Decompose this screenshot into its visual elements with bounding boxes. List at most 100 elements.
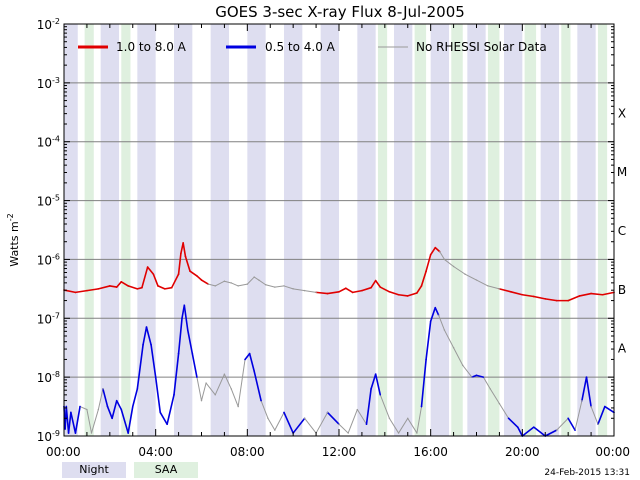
data-point: [120, 408, 122, 411]
series-segment-no-rhessi: [230, 282, 239, 287]
night-band: [394, 24, 413, 436]
series-segment-no-rhessi: [398, 417, 409, 434]
series-segment-no-rhessi: [443, 258, 455, 267]
data-point: [157, 285, 159, 287]
series-segment: [567, 417, 576, 431]
series-segment: [283, 411, 294, 434]
series-segment-no-rhessi: [223, 373, 232, 390]
series-segment-no-rhessi: [347, 409, 358, 434]
series-segment-no-rhessi: [407, 417, 418, 434]
series-segment: [115, 399, 123, 411]
series-segment: [510, 290, 524, 296]
series-segment-no-rhessi: [201, 382, 207, 402]
tick-layer: 10-9 10-8 10-7 10-6 10-5 10-4 10-3 10-2 00:00 04:…: [37, 17, 630, 459]
series-segment-no-rhessi: [439, 251, 445, 260]
series-segment-no-rhessi: [315, 411, 329, 434]
series-segment-no-rhessi: [416, 406, 422, 434]
data-point: [397, 294, 400, 296]
series-segment-no-rhessi: [237, 358, 246, 408]
y-tick-label: 10-5: [37, 194, 60, 209]
series-segment: [115, 280, 123, 288]
x-tick-label: 16:00: [413, 445, 448, 459]
data-point: [127, 285, 129, 287]
data-point: [443, 258, 446, 261]
saa-band: [451, 24, 463, 436]
data-point: [370, 286, 372, 289]
data-point: [434, 246, 436, 249]
data-point: [283, 285, 285, 287]
series-segment-no-rhessi: [356, 409, 367, 425]
series-segment: [498, 288, 512, 293]
data-point: [180, 252, 182, 255]
series-segment-no-rhessi: [489, 388, 500, 405]
data-point: [154, 376, 157, 378]
data-point: [420, 285, 423, 287]
series-segment: [74, 289, 88, 294]
data-point: [292, 288, 294, 290]
flare-class-label: C: [618, 224, 626, 238]
series-segment: [532, 426, 547, 437]
y-tick-label: 10-9: [37, 429, 60, 444]
series-segment: [544, 429, 558, 437]
series-segment: [152, 273, 159, 287]
series-segment: [425, 320, 432, 361]
data-point: [338, 423, 340, 425]
flare-class-label: A: [618, 342, 627, 356]
data-point: [258, 279, 260, 281]
data-point: [590, 405, 592, 408]
series-segment: [590, 292, 604, 296]
data-point: [184, 255, 187, 258]
series-segment: [581, 376, 588, 402]
data-point: [425, 270, 427, 272]
data-point: [120, 281, 122, 283]
saa-band: [524, 24, 537, 436]
flare-class-label: B: [618, 283, 626, 297]
series-segment: [177, 317, 183, 355]
data-point: [556, 299, 558, 302]
night-band: [210, 24, 229, 436]
series-segment: [578, 292, 592, 297]
data-point: [556, 429, 558, 431]
series-segment: [379, 286, 391, 293]
series-segment-no-rhessi: [246, 276, 255, 285]
series-segment-no-rhessi: [79, 406, 88, 411]
y-tick-label: 10-6: [37, 252, 60, 267]
data-point: [159, 411, 161, 414]
series-segment: [183, 304, 189, 331]
data-point: [86, 289, 88, 292]
data-point: [152, 273, 155, 275]
data-point: [578, 295, 581, 297]
night-band: [430, 24, 449, 436]
y-tick-label: 10-7: [37, 311, 60, 326]
chart-title: GOES 3-sec X-ray Flux 8-Jul-2005: [215, 3, 465, 21]
saa-legend: SAA: [134, 462, 198, 478]
series-segment: [544, 298, 558, 302]
data-point: [407, 295, 409, 297]
series-segment: [420, 270, 427, 287]
series-segment-no-rhessi: [258, 279, 267, 286]
series-segment: [244, 352, 251, 361]
night-band: [247, 24, 266, 436]
series-segment-no-rhessi: [487, 285, 500, 290]
series-segment: [326, 411, 340, 426]
data-point: [260, 399, 262, 402]
x-tick-label: 08:00: [230, 445, 265, 459]
series-segment: [106, 405, 113, 420]
series-segment-no-rhessi: [556, 417, 569, 431]
data-point: [274, 429, 276, 431]
night-band: [100, 24, 119, 436]
data-point: [379, 286, 381, 288]
series-segment: [109, 285, 118, 288]
data-point: [487, 285, 489, 287]
series-segment-no-rhessi: [498, 403, 510, 419]
series-segment: [136, 343, 144, 390]
series-segment: [86, 288, 100, 292]
series-segment: [189, 270, 198, 277]
data-point: [141, 286, 143, 289]
series-segment-no-rhessi: [462, 364, 473, 378]
series-segment: [200, 279, 210, 285]
data-point: [597, 423, 599, 425]
data-point: [214, 285, 216, 287]
data-point: [196, 275, 198, 277]
